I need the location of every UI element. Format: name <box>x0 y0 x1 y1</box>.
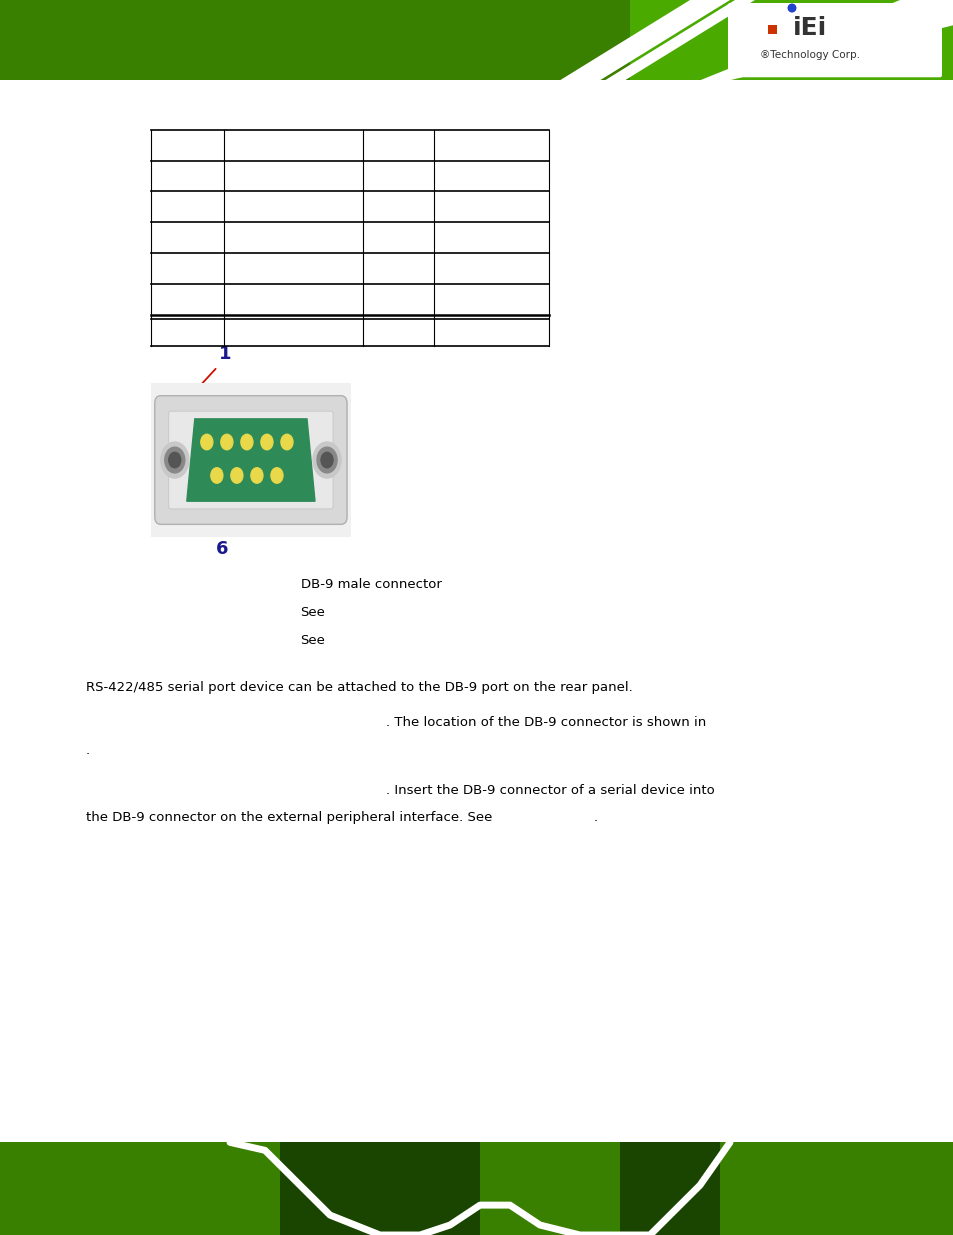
Circle shape <box>200 435 213 450</box>
Bar <box>0 0 629 80</box>
Bar <box>619 1142 720 1235</box>
Text: ®Technology Corp.: ®Technology Corp. <box>760 51 859 61</box>
Circle shape <box>316 447 336 473</box>
Text: DB-9 male connector: DB-9 male connector <box>300 578 441 590</box>
Polygon shape <box>559 0 729 80</box>
Bar <box>280 1142 479 1235</box>
Polygon shape <box>187 419 314 501</box>
Text: RS-422/485 serial port device can be attached to the DB-9 port on the rear panel: RS-422/485 serial port device can be att… <box>86 682 632 694</box>
Polygon shape <box>604 0 754 80</box>
Circle shape <box>231 468 243 483</box>
Text: .: . <box>86 745 90 757</box>
Circle shape <box>211 468 223 483</box>
Circle shape <box>251 468 263 483</box>
Text: 6: 6 <box>215 540 228 558</box>
Polygon shape <box>700 0 953 80</box>
Text: . Insert the DB-9 connector of a serial device into: . Insert the DB-9 connector of a serial … <box>386 784 715 797</box>
Circle shape <box>165 447 185 473</box>
Text: the DB-9 connector on the external peripheral interface. See: the DB-9 connector on the external perip… <box>86 811 492 824</box>
FancyBboxPatch shape <box>169 411 333 509</box>
Circle shape <box>240 435 253 450</box>
Ellipse shape <box>786 4 796 12</box>
FancyBboxPatch shape <box>154 395 347 525</box>
Text: See: See <box>300 606 325 619</box>
Bar <box>629 0 953 80</box>
Circle shape <box>260 435 273 450</box>
Text: 1: 1 <box>219 345 232 363</box>
Circle shape <box>271 468 283 483</box>
Circle shape <box>313 442 340 478</box>
Circle shape <box>280 435 293 450</box>
Text: See: See <box>300 635 325 647</box>
Text: . The location of the DB-9 connector is shown in: . The location of the DB-9 connector is … <box>386 716 706 729</box>
Circle shape <box>320 452 333 468</box>
Bar <box>767 25 776 35</box>
FancyBboxPatch shape <box>727 2 941 78</box>
Circle shape <box>160 442 189 478</box>
Circle shape <box>220 435 233 450</box>
Text: .: . <box>593 811 597 824</box>
Circle shape <box>169 452 180 468</box>
Text: iEi: iEi <box>792 16 826 40</box>
